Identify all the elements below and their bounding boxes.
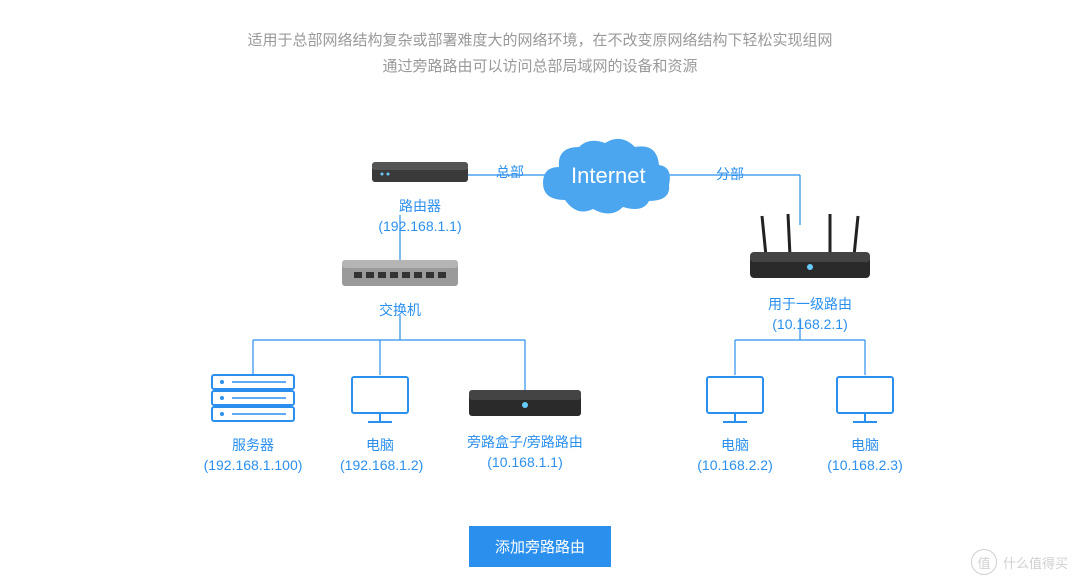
monitor-icon — [348, 373, 412, 425]
branch-router: 用于一级路由 (10.168.2.1) — [730, 212, 890, 334]
bypass-label: 旁路盒子/旁路路由 (10.168.1.1) — [460, 433, 590, 472]
pc-branch-2: 电脑 (10.168.2.3) — [825, 373, 905, 475]
internet-label: Internet — [571, 163, 646, 189]
pc2-label: 电脑 (10.168.2.2) — [695, 436, 775, 475]
pc-hq: 电脑 (192.168.1.2) — [340, 373, 420, 475]
description-block: 适用于总部网络结构复杂或部署难度大的网络环境，在不改变原网络结构下轻松实现组网 … — [0, 0, 1080, 79]
server: 服务器 (192.168.1.100) — [203, 373, 303, 475]
hq-label: 总部 — [496, 162, 524, 182]
bypass-box: 旁路盒子/旁路路由 (10.168.1.1) — [460, 386, 590, 472]
server-icon — [208, 373, 298, 425]
bypass-icon — [465, 386, 585, 422]
pc3-label: 电脑 (10.168.2.3) — [825, 436, 905, 475]
watermark: 值 什么值得买 — [971, 549, 1068, 575]
switch: 交换机 — [340, 258, 460, 321]
server-label: 服务器 (192.168.1.100) — [203, 436, 303, 475]
internet-cloud: Internet — [535, 135, 675, 225]
monitor-icon — [833, 373, 897, 425]
switch-label: 交换机 — [340, 301, 460, 321]
network-diagram: 总部 分部 Internet 路由器 (192.168.1.1) 交换机 — [0, 120, 1080, 500]
add-bypass-button[interactable]: 添加旁路路由 — [469, 526, 611, 567]
description-line-2: 通过旁路路由可以访问总部局域网的设备和资源 — [0, 54, 1080, 80]
pc1-label: 电脑 (192.168.1.2) — [340, 436, 420, 475]
hq-router-label: 路由器 (192.168.1.1) — [360, 197, 480, 236]
monitor-icon — [703, 373, 767, 425]
description-line-1: 适用于总部网络结构复杂或部署难度大的网络环境，在不改变原网络结构下轻松实现组网 — [0, 28, 1080, 54]
watermark-badge: 值 — [971, 549, 997, 575]
watermark-text: 什么值得买 — [1003, 553, 1068, 572]
wifi-router-icon — [740, 212, 880, 284]
branch-router-label: 用于一级路由 (10.168.2.1) — [730, 295, 890, 334]
switch-icon — [340, 258, 460, 290]
branch-label: 分部 — [716, 164, 744, 184]
router-icon — [370, 160, 470, 186]
pc-branch-1: 电脑 (10.168.2.2) — [695, 373, 775, 475]
hq-router: 路由器 (192.168.1.1) — [360, 160, 480, 236]
